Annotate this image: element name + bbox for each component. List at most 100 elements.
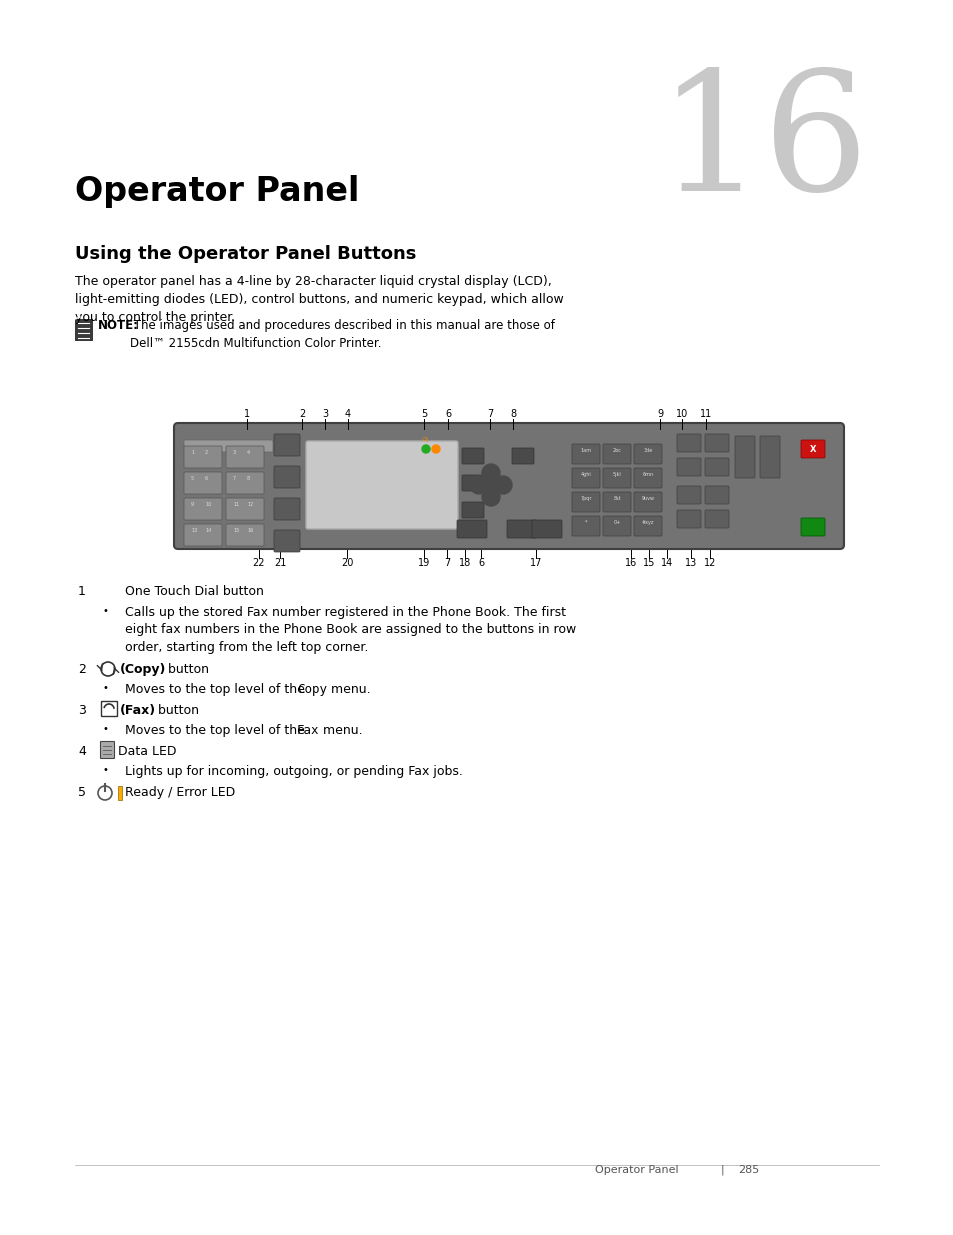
FancyBboxPatch shape xyxy=(274,466,299,488)
FancyBboxPatch shape xyxy=(75,319,92,341)
Text: Lights up for incoming, outgoing, or pending Fax jobs.: Lights up for incoming, outgoing, or pen… xyxy=(125,764,462,778)
Text: 11: 11 xyxy=(233,501,239,508)
Text: Operator Panel: Operator Panel xyxy=(75,175,359,207)
Text: 4: 4 xyxy=(345,409,351,419)
Text: 1: 1 xyxy=(244,409,250,419)
Text: •: • xyxy=(102,764,108,776)
Text: 5: 5 xyxy=(78,785,86,799)
Text: 6: 6 xyxy=(444,409,451,419)
Text: 9: 9 xyxy=(657,409,662,419)
Text: Ready / Error LED: Ready / Error LED xyxy=(125,785,235,799)
FancyBboxPatch shape xyxy=(602,445,630,464)
FancyBboxPatch shape xyxy=(461,448,483,464)
Text: The operator panel has a 4-line by 28-character liquid crystal display (LCD),
li: The operator panel has a 4-line by 28-ch… xyxy=(75,275,563,324)
Text: The images used and procedures described in this manual are those of
Dell™ 2155c: The images used and procedures described… xyxy=(130,319,555,350)
Text: 17: 17 xyxy=(529,558,541,568)
Text: 12: 12 xyxy=(247,501,253,508)
FancyBboxPatch shape xyxy=(801,517,824,536)
FancyBboxPatch shape xyxy=(677,487,700,504)
Text: |: | xyxy=(720,1165,723,1174)
Text: button: button xyxy=(153,704,199,718)
FancyBboxPatch shape xyxy=(602,516,630,536)
FancyBboxPatch shape xyxy=(677,433,700,452)
Text: 22: 22 xyxy=(253,558,265,568)
Circle shape xyxy=(481,475,499,494)
FancyBboxPatch shape xyxy=(572,445,599,464)
FancyBboxPatch shape xyxy=(506,520,537,538)
Circle shape xyxy=(470,475,488,494)
Text: •: • xyxy=(102,724,108,734)
FancyBboxPatch shape xyxy=(118,785,122,800)
Text: 19: 19 xyxy=(417,558,430,568)
Text: 13: 13 xyxy=(684,558,697,568)
FancyBboxPatch shape xyxy=(461,501,483,517)
FancyBboxPatch shape xyxy=(704,510,728,529)
Text: Data LED: Data LED xyxy=(118,745,176,758)
FancyBboxPatch shape xyxy=(274,498,299,520)
FancyBboxPatch shape xyxy=(677,458,700,475)
FancyBboxPatch shape xyxy=(677,510,700,529)
Text: 10: 10 xyxy=(205,501,211,508)
Text: 12: 12 xyxy=(703,558,716,568)
Text: 9: 9 xyxy=(191,501,193,508)
Text: Moves to the top level of the: Moves to the top level of the xyxy=(125,724,309,737)
FancyBboxPatch shape xyxy=(226,524,264,546)
FancyBboxPatch shape xyxy=(572,492,599,513)
Circle shape xyxy=(481,464,499,482)
Text: 5: 5 xyxy=(191,475,193,480)
FancyBboxPatch shape xyxy=(461,475,483,492)
Text: (Fax): (Fax) xyxy=(120,704,156,718)
Text: (Copy): (Copy) xyxy=(120,663,166,676)
Text: 7: 7 xyxy=(233,475,236,480)
Text: O|: O| xyxy=(421,436,428,442)
Text: Copy: Copy xyxy=(296,683,327,697)
Text: 4: 4 xyxy=(78,745,86,758)
Text: X: X xyxy=(809,445,816,453)
FancyBboxPatch shape xyxy=(184,524,222,546)
Text: 16: 16 xyxy=(624,558,637,568)
Text: Fax: Fax xyxy=(296,724,319,737)
FancyBboxPatch shape xyxy=(734,436,754,478)
FancyBboxPatch shape xyxy=(760,436,780,478)
Text: 1: 1 xyxy=(191,450,193,454)
Text: 4ghi: 4ghi xyxy=(580,472,591,477)
Text: 14: 14 xyxy=(205,529,211,534)
Text: 15: 15 xyxy=(642,558,655,568)
Text: 21: 21 xyxy=(274,558,286,568)
FancyBboxPatch shape xyxy=(226,446,264,468)
FancyBboxPatch shape xyxy=(634,516,661,536)
Circle shape xyxy=(494,475,512,494)
FancyBboxPatch shape xyxy=(704,487,728,504)
Text: 285: 285 xyxy=(738,1165,759,1174)
Text: button: button xyxy=(164,663,209,676)
Text: 8: 8 xyxy=(247,475,250,480)
Text: 7: 7 xyxy=(443,558,450,568)
FancyBboxPatch shape xyxy=(306,441,457,529)
FancyBboxPatch shape xyxy=(634,468,661,488)
Text: •: • xyxy=(102,683,108,693)
Text: 5jkl: 5jkl xyxy=(612,472,620,477)
Text: 7: 7 xyxy=(486,409,493,419)
Text: 7pqr: 7pqr xyxy=(579,496,591,501)
Text: 20: 20 xyxy=(340,558,353,568)
FancyBboxPatch shape xyxy=(572,516,599,536)
Text: 4: 4 xyxy=(247,450,250,454)
Text: menu.: menu. xyxy=(318,724,362,737)
FancyBboxPatch shape xyxy=(704,458,728,475)
Text: 8st: 8st xyxy=(613,496,620,501)
FancyBboxPatch shape xyxy=(226,472,264,494)
Text: 3: 3 xyxy=(78,704,86,718)
Text: 11: 11 xyxy=(700,409,711,419)
Text: 16: 16 xyxy=(658,65,869,226)
FancyBboxPatch shape xyxy=(184,498,222,520)
Text: 8: 8 xyxy=(510,409,516,419)
Text: One Touch Dial button: One Touch Dial button xyxy=(125,585,264,598)
Text: menu.: menu. xyxy=(327,683,370,697)
Text: *: * xyxy=(584,520,587,525)
FancyBboxPatch shape xyxy=(512,448,534,464)
Text: 16: 16 xyxy=(247,529,253,534)
Text: 15: 15 xyxy=(233,529,239,534)
FancyBboxPatch shape xyxy=(572,468,599,488)
Text: 2bc: 2bc xyxy=(612,448,620,453)
Text: 6: 6 xyxy=(205,475,208,480)
